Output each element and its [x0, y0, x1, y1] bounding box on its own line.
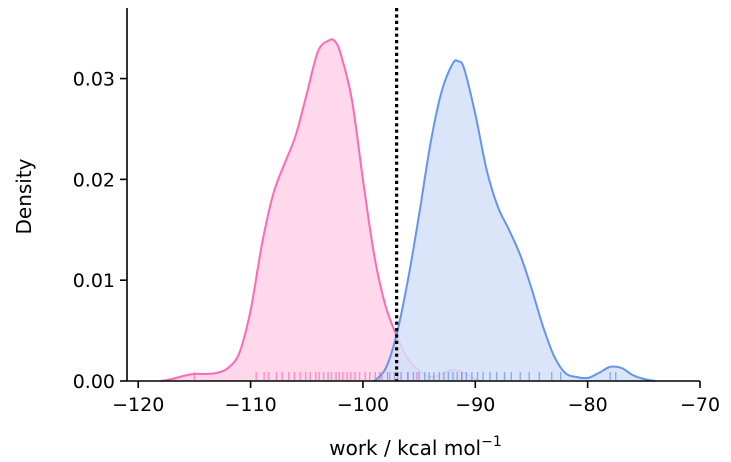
y-axis-label: Density — [12, 158, 36, 234]
y-tick-label: 0.03 — [73, 69, 115, 91]
x-tick-label: −80 — [568, 394, 608, 416]
rug-layer — [193, 372, 617, 380]
y-tick-label: 0.02 — [73, 169, 115, 191]
series-0-area — [160, 39, 481, 382]
series-1-line — [373, 59, 656, 382]
y-tick-label: 0.01 — [73, 270, 115, 292]
x-axis-label-superscript: −1 — [481, 434, 502, 450]
series-layer — [160, 38, 656, 382]
x-axis-label-text: work / kcal mol — [329, 436, 481, 460]
x-tick-label: −120 — [112, 394, 164, 416]
y-tick-label: 0.00 — [73, 371, 115, 393]
x-ticks: −120 −110 −100 −90 −80 −70 — [112, 381, 720, 416]
x-axis-label: work / kcal mol−1 — [329, 434, 502, 460]
x-tick-label: −110 — [224, 394, 276, 416]
series-1-area — [374, 60, 656, 381]
x-tick-label: −100 — [337, 394, 389, 416]
y-ticks: 0.00 0.01 0.02 0.03 — [73, 69, 127, 393]
x-tick-label: −90 — [455, 394, 495, 416]
x-tick-label: −70 — [680, 394, 720, 416]
